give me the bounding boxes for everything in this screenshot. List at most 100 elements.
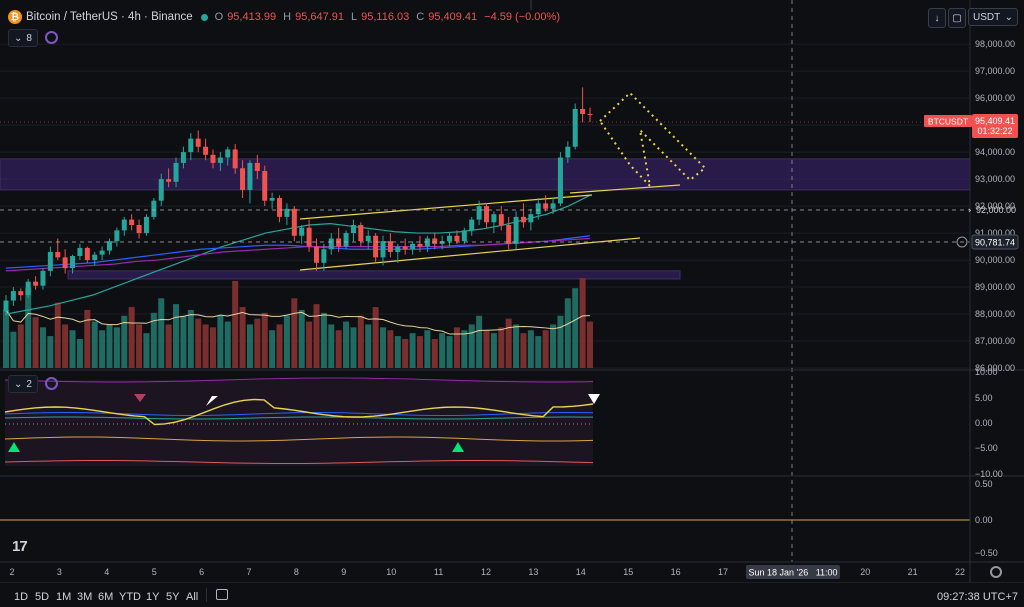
volume-bar: [320, 312, 327, 368]
candle-body: [513, 216, 519, 244]
range-all[interactable]: All: [186, 591, 199, 603]
volume-bar: [32, 317, 39, 368]
candle-body: [321, 249, 327, 263]
volume-bar: [128, 307, 135, 368]
candle-body: [410, 243, 416, 250]
symbol-title[interactable]: Bitcoin / TetherUS · 4h · Binance: [26, 11, 193, 23]
candle-body: [328, 238, 334, 250]
clock-timezone[interactable]: 09:27:38 UTC+7: [936, 591, 1018, 603]
level-arrow-icon: ›: [968, 206, 972, 216]
candle-body: [247, 162, 253, 190]
volume-bar: [416, 336, 423, 368]
chevron-down-icon: ⌄: [14, 378, 23, 390]
volume-bar: [209, 327, 216, 368]
osc-tick-label: 0.00: [975, 515, 993, 525]
candle-body: [143, 216, 149, 234]
candle-body: [439, 241, 445, 244]
download-icon[interactable]: ↓: [928, 8, 946, 28]
candle-body: [350, 224, 356, 234]
volume-ma-line: [5, 309, 591, 335]
candle-body: [158, 179, 164, 201]
ohlc-low: 95,116.03: [361, 11, 410, 23]
time-tick-label: 22: [955, 567, 965, 577]
range-6m[interactable]: 6M: [98, 591, 114, 603]
oscillator-pane[interactable]: [0, 369, 1024, 521]
tradingview-logo-icon[interactable]: 17: [12, 538, 28, 555]
price-tick-label: 98,000.00: [975, 39, 1015, 49]
candle-body: [306, 227, 312, 247]
oscillator-count: 2: [26, 378, 32, 390]
volume-bar: [461, 330, 468, 368]
range-1d[interactable]: 1D: [14, 591, 29, 603]
symbol-legend[interactable]: ₿ Bitcoin / TetherUS · 4h · Binance O 95,…: [8, 8, 563, 26]
range-5y[interactable]: 5Y: [166, 591, 180, 603]
candle-body: [447, 235, 453, 242]
price-tick-label: 97,000.00: [975, 66, 1015, 76]
calendar-icon[interactable]: [216, 589, 228, 600]
price-tick-label: 94,000.00: [975, 147, 1015, 157]
volume-bar: [387, 330, 394, 368]
time-tick-label: 14: [576, 567, 586, 577]
moving-averages: [5, 194, 591, 315]
volume-bar: [269, 330, 276, 368]
price-tick-label: 91,000.00: [975, 228, 1015, 238]
ohlc-change: −4.59 (−0.00%): [484, 11, 560, 23]
candle-body: [506, 224, 512, 244]
indicators-toggle[interactable]: ⌄ 8: [8, 29, 38, 47]
candle-body: [336, 238, 342, 247]
currency-select[interactable]: USDT ⌄: [968, 8, 1018, 26]
volume-bar: [158, 298, 165, 368]
market-status-icon[interactable]: [200, 13, 208, 21]
volume-bar: [99, 330, 106, 368]
volume-bar: [143, 333, 150, 368]
candle-body: [565, 146, 571, 158]
price-scale[interactable]: 98,000.0097,000.0096,000.0095,000.0094,0…: [969, 0, 1015, 582]
time-scale[interactable]: 2345678910111213141516171819202122: [0, 561, 1024, 577]
oscillator-toggle[interactable]: ⌄ 2: [8, 375, 38, 393]
range-3m[interactable]: 3M: [77, 591, 93, 603]
candle-body: [92, 254, 98, 261]
volume-bar: [542, 330, 549, 368]
candle-body: [587, 113, 593, 115]
range-1y[interactable]: 1Y: [146, 591, 160, 603]
volume-bar: [291, 298, 298, 368]
moving-average-line: [5, 194, 591, 315]
range-5d[interactable]: 5D: [35, 591, 50, 603]
volume-bar: [535, 336, 542, 368]
volume-bar: [180, 315, 187, 368]
volume-bar: [490, 333, 497, 368]
volume-bar: [113, 327, 120, 368]
price-tick-label: 86,000.00: [975, 363, 1015, 373]
volume-bar: [557, 315, 564, 368]
candle-body: [203, 146, 209, 155]
channel-drawing[interactable]: [299, 91, 707, 271]
volume-bar: [380, 327, 387, 368]
fullscreen-icon[interactable]: ▢: [948, 8, 966, 28]
candle-body: [291, 208, 297, 236]
range-1m[interactable]: 1M: [56, 591, 72, 603]
time-tick-label: 7: [246, 567, 251, 577]
gear-icon[interactable]: [990, 566, 1002, 578]
volume-bar: [446, 336, 453, 368]
candle-body: [77, 247, 83, 257]
volume-bar: [195, 318, 202, 368]
time-tick-label: 21: [908, 567, 918, 577]
time-tick-label: 4: [104, 567, 109, 577]
candle-body: [10, 291, 16, 301]
volume-bar: [357, 315, 364, 368]
candle-body: [387, 241, 393, 252]
volume-bar: [173, 304, 180, 368]
oscillator-settings-icon[interactable]: [45, 377, 58, 390]
range-ytd[interactable]: YTD: [119, 591, 141, 603]
level-add-icon[interactable]: [956, 236, 968, 248]
volume-bar: [505, 318, 512, 368]
sell-signal-icon: [134, 394, 146, 402]
time-tick-label: 11: [434, 567, 443, 577]
candle-body: [454, 235, 460, 242]
time-tick-label: 2: [9, 567, 14, 577]
volume-bar: [62, 324, 69, 368]
indicator-settings-icon[interactable]: [45, 31, 58, 44]
candle-body: [402, 246, 408, 250]
volume-bar: [276, 324, 283, 368]
